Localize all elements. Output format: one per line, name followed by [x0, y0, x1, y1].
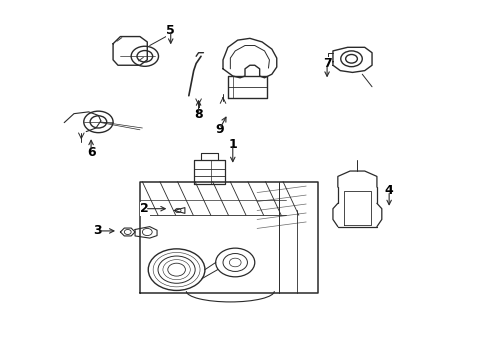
Text: 8: 8 [194, 108, 203, 121]
Text: 5: 5 [167, 24, 175, 37]
Text: 7: 7 [323, 57, 331, 70]
Text: 3: 3 [93, 224, 102, 238]
Text: 4: 4 [385, 184, 393, 197]
Text: 6: 6 [87, 145, 96, 158]
Text: 1: 1 [228, 138, 237, 150]
Text: 2: 2 [141, 202, 149, 215]
Text: 9: 9 [215, 122, 224, 136]
